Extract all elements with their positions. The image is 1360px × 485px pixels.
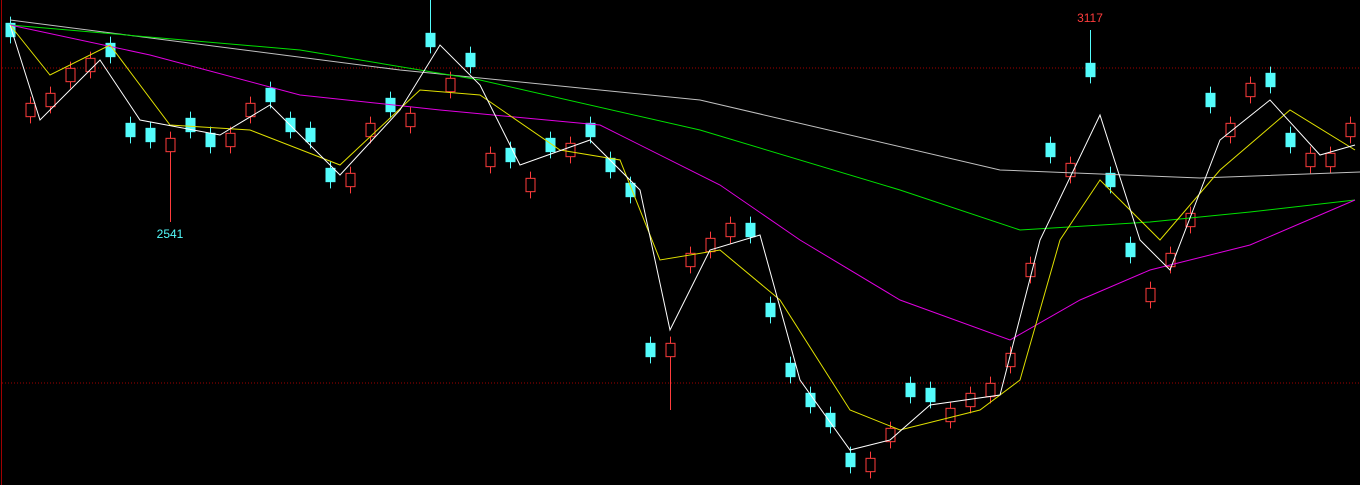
low-annotation: 2541 <box>157 227 184 241</box>
candle-body <box>65 67 76 83</box>
candle-body <box>725 222 736 238</box>
candle-body <box>845 452 856 468</box>
candle-body <box>5 22 16 38</box>
candle-body <box>665 342 676 358</box>
candle-body <box>265 87 276 103</box>
candle-body <box>1145 287 1156 303</box>
candle-body <box>105 42 116 58</box>
candle-body <box>1345 122 1356 138</box>
candle-body <box>25 102 36 118</box>
candle-body <box>585 122 596 138</box>
candle-body <box>325 167 336 183</box>
candle-body <box>205 132 216 148</box>
candle-body <box>185 117 196 133</box>
average-line <box>9 24 1356 451</box>
candle-body <box>225 132 236 148</box>
candle-body <box>865 457 876 473</box>
candle-body <box>785 362 796 378</box>
average-line <box>9 24 1356 341</box>
candle-body <box>765 302 776 318</box>
candle-body <box>45 92 56 108</box>
candle-body <box>805 392 816 408</box>
candle-body <box>345 172 356 188</box>
candle-body <box>125 122 136 138</box>
average-line <box>9 24 1356 431</box>
candle-body <box>645 342 656 358</box>
candle-body <box>1285 132 1296 148</box>
candle-body <box>425 32 436 48</box>
candle-body <box>465 52 476 68</box>
candle-body <box>985 382 996 398</box>
candle-body <box>1105 172 1116 188</box>
candle-body <box>1205 92 1216 108</box>
candle-body <box>505 147 516 163</box>
candle-body <box>1325 152 1336 168</box>
candle-body <box>305 127 316 143</box>
candle-body <box>1185 212 1196 228</box>
candle-body <box>365 122 376 138</box>
candle-body <box>405 112 416 128</box>
candle-body <box>1165 252 1176 268</box>
average-line <box>9 24 1356 231</box>
candle-body <box>685 252 696 268</box>
high-annotation: 3117 <box>1077 11 1103 25</box>
candle-body <box>905 382 916 398</box>
candle-body <box>565 142 576 158</box>
candle-body <box>545 137 556 153</box>
candle-body <box>1045 142 1056 158</box>
candle-body <box>445 77 456 93</box>
average-line <box>9 19 1360 179</box>
candle-body <box>1245 82 1256 98</box>
candle-body <box>925 387 936 403</box>
candle-body <box>945 407 956 423</box>
candle-body <box>1265 72 1276 88</box>
candle-body <box>625 182 636 198</box>
candle-body <box>1225 122 1236 138</box>
candle-body <box>745 222 756 238</box>
candle-body <box>1305 152 1316 168</box>
candle-body <box>1125 242 1136 258</box>
candle-body <box>825 412 836 428</box>
candle-body <box>1085 62 1096 78</box>
candle-body <box>145 127 156 143</box>
candle-body <box>525 177 536 193</box>
candle-body <box>485 152 496 168</box>
candle-body <box>165 137 176 153</box>
